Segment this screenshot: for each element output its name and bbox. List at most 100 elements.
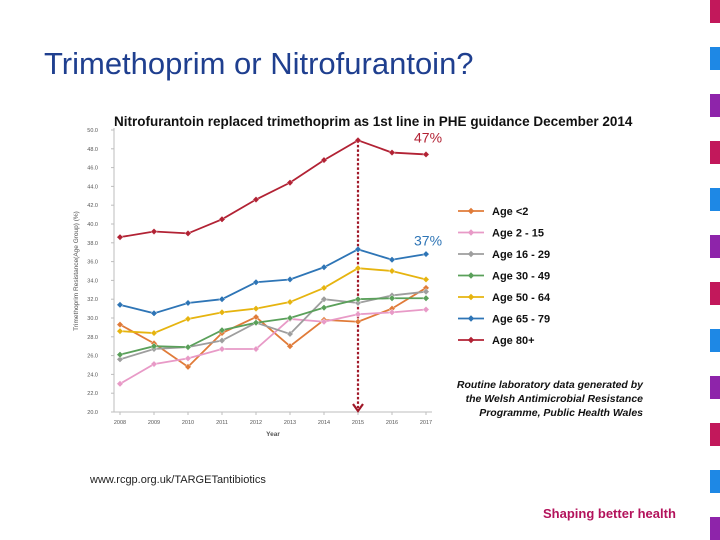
legend-marker — [467, 229, 475, 236]
data-point — [184, 363, 192, 371]
strip-segment — [710, 446, 720, 471]
data-point — [422, 150, 430, 158]
legend-marker — [467, 272, 475, 279]
data-point — [252, 345, 260, 353]
data-point — [422, 250, 430, 258]
strip-segment — [710, 23, 720, 48]
strip-segment — [710, 140, 720, 165]
strip-segment — [710, 399, 720, 424]
x-tick-label: 2017 — [420, 420, 432, 426]
data-point — [286, 275, 294, 283]
legend-label: Age 30 - 49 — [492, 271, 550, 283]
strip-segment — [710, 234, 720, 259]
data-point — [354, 310, 362, 318]
y-tick-label: 44.0 — [87, 184, 98, 190]
y-tick-label: 48.0 — [87, 147, 98, 153]
strip-segment — [710, 469, 720, 494]
legend-marker — [467, 315, 475, 322]
data-point — [286, 330, 294, 338]
data-point — [218, 295, 226, 303]
data-point — [150, 342, 158, 350]
strip-segment — [710, 375, 720, 400]
y-tick-label: 38.0 — [87, 241, 98, 247]
y-tick-label: 28.0 — [87, 335, 98, 341]
data-point — [388, 294, 396, 302]
data-point — [116, 327, 124, 335]
data-point — [320, 295, 328, 303]
series-line — [119, 297, 426, 356]
data-point — [218, 326, 226, 334]
legend-label: Age <2 — [492, 206, 528, 218]
y-tick-label: 50.0 — [87, 128, 98, 134]
series-line — [119, 287, 427, 369]
data-point — [116, 351, 124, 359]
data-point — [286, 314, 294, 322]
data-point — [354, 299, 362, 307]
series-line — [119, 248, 427, 315]
y-tick-label: 26.0 — [87, 354, 98, 360]
y-tick-label: 42.0 — [87, 203, 98, 209]
legend-label: Age 50 - 64 — [492, 292, 551, 304]
strip-segment — [710, 93, 720, 118]
legend-label: Age 16 - 29 — [492, 249, 550, 261]
strip-segment — [710, 493, 720, 517]
guidance-marker-arrow — [352, 403, 364, 413]
legend-marker — [467, 207, 475, 215]
strip-segment — [710, 46, 720, 71]
x-tick-label: 2012 — [250, 420, 262, 426]
data-point — [252, 305, 260, 313]
x-tick-label: 2009 — [148, 420, 160, 426]
data-point — [422, 306, 430, 314]
x-tick-label: 2015 — [352, 420, 364, 426]
series-line — [119, 308, 427, 385]
data-point — [286, 298, 294, 306]
data-point — [320, 263, 328, 271]
data-point — [218, 337, 226, 345]
data-point — [422, 275, 430, 283]
chart-title: Nitrofurantoin replaced trimethoprim as … — [114, 114, 633, 129]
strip-segment — [710, 187, 720, 212]
source-note: Routine laboratory data generated by the… — [456, 379, 643, 419]
strip-segment — [710, 352, 720, 377]
legend-label: Age 65 - 79 — [492, 314, 550, 326]
data-point — [218, 215, 226, 223]
data-point — [184, 229, 192, 237]
x-tick-label: 2016 — [386, 420, 398, 426]
legend-label: Age 2 - 15 — [492, 228, 544, 240]
x-tick-label: 2008 — [114, 420, 126, 426]
data-point — [354, 295, 362, 303]
strip-segment — [710, 0, 720, 24]
slide-title: Trimethoprim or Nitrofurantoin? — [44, 46, 474, 81]
strip-segment — [710, 422, 720, 447]
source-url[interactable]: www.rcgp.org.uk/TARGETantibiotics — [90, 474, 266, 486]
x-tick-label: 2014 — [318, 420, 330, 426]
data-point — [388, 149, 396, 157]
data-point — [252, 278, 260, 286]
annotation-label: 47% — [414, 129, 442, 145]
y-tick-label: 34.0 — [87, 278, 98, 284]
decorative-side-strip — [710, 0, 720, 540]
y-tick-label: 20.0 — [87, 410, 98, 416]
series-line — [119, 290, 427, 361]
y-tick-label: 24.0 — [87, 372, 98, 378]
data-point — [354, 136, 362, 144]
data-point — [388, 267, 396, 275]
strip-segment — [710, 211, 720, 236]
data-point — [320, 318, 328, 326]
data-point — [286, 342, 294, 350]
strip-segment — [710, 117, 720, 142]
data-point — [116, 233, 124, 241]
x-tick-label: 2013 — [284, 420, 296, 426]
data-point — [218, 308, 226, 316]
data-point — [320, 304, 328, 312]
data-point — [218, 345, 226, 353]
strip-segment — [710, 281, 720, 306]
data-point — [116, 355, 124, 363]
data-point — [286, 179, 294, 187]
data-point — [354, 264, 362, 272]
data-point — [388, 308, 396, 316]
series-line — [119, 267, 427, 334]
y-axis-label: Trimethoprim Resistance(Age Group) (%) — [73, 211, 80, 331]
data-point — [422, 294, 430, 302]
data-point — [150, 329, 158, 337]
